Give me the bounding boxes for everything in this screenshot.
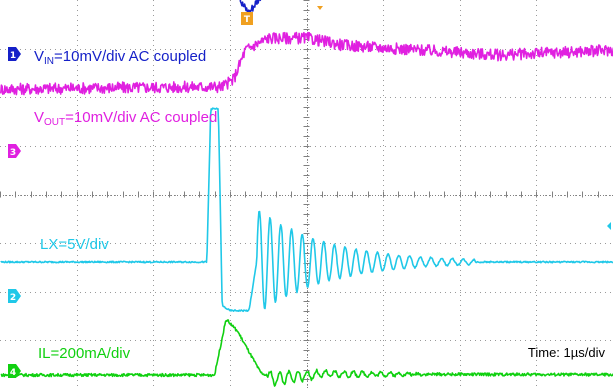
il-trace-label: IL=200mA/div [38,345,131,362]
channel-marker-3: 3 [8,144,21,158]
channel-marker-2: 2 [8,289,21,303]
channel-marker-1: 1 [8,47,21,61]
svg-text:3: 3 [10,148,16,158]
trace-channel-4 [0,319,613,387]
trace-channel-3 [0,31,613,96]
svg-text:1: 1 [10,51,16,61]
channel-marker-4: 4 [8,364,21,378]
vout-trace-label: VOUT=10mV/div AC coupled [34,109,217,128]
time-base-label: Time: 1µs/div [528,345,606,360]
svg-text:4: 4 [10,368,16,378]
trigger-marker: T [241,12,253,25]
trace-channel-2 [0,107,613,313]
svg-text:2: 2 [10,293,16,303]
horizontal-position-marker [317,6,323,10]
vin-trace-label: VIN=10mV/div AC coupled [34,48,206,67]
lx-trace-label: LX=5V/div [40,236,109,253]
trigger-marker-label: T [244,15,251,25]
channel-2-edge-indicator [607,222,611,230]
trace-channel-1 [239,0,262,16]
